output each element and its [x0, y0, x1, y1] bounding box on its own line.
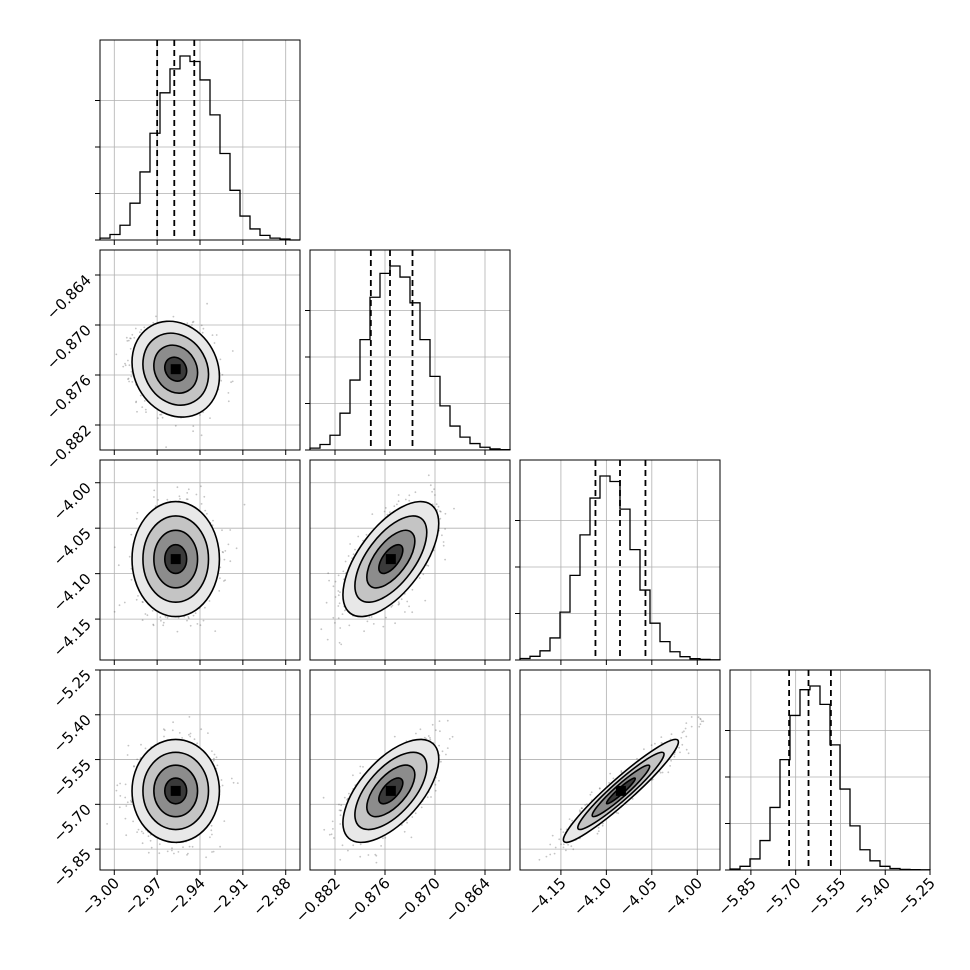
density-peak — [615, 785, 626, 796]
panel-frame — [309, 459, 511, 661]
x-tick-label: −5.40 — [849, 874, 894, 919]
x-tick-label: −0.882 — [292, 874, 344, 926]
density-peak — [170, 364, 181, 375]
x-tick-label: −5.25 — [894, 874, 939, 919]
x-tick-label: −3.00 — [78, 874, 123, 919]
x-tick-label: −2.94 — [164, 874, 209, 919]
panel-2-0: −4.15−4.10−4.05−4.00 — [50, 459, 301, 665]
x-tick-label: −4.15 — [525, 874, 570, 919]
y-tick-label: −4.05 — [50, 524, 95, 569]
panel-frame — [519, 669, 721, 871]
panel-frame — [309, 249, 511, 451]
y-tick-label: −4.00 — [50, 479, 95, 524]
panel-2-1 — [309, 459, 511, 665]
panel-1-1 — [305, 249, 511, 455]
x-tick-label: −2.97 — [121, 874, 166, 919]
x-tick-label: −4.05 — [615, 874, 660, 919]
y-tick-label: −0.864 — [43, 271, 95, 323]
panel-3-0: −3.00−2.97−2.94−2.91−2.88 −5.85−5.70−5.55… — [50, 666, 301, 919]
x-tick-label: −5.85 — [714, 874, 759, 919]
y-tick-label: −5.70 — [50, 800, 95, 845]
x-tick-label: −5.70 — [759, 874, 804, 919]
y-tick-label: −5.85 — [50, 845, 95, 890]
y-tick-label: −5.55 — [50, 756, 95, 801]
density-peak — [170, 554, 181, 565]
x-tick-label: −4.10 — [570, 874, 615, 919]
x-tick-label: −0.864 — [442, 874, 494, 926]
histogram-1 — [309, 265, 511, 451]
y-tick-label: −4.15 — [50, 615, 95, 660]
histogram-0 — [99, 55, 300, 241]
x-tick-label: −5.55 — [804, 874, 849, 919]
x-tick-label: −4.00 — [661, 874, 706, 919]
x-tick-label: −2.91 — [206, 874, 251, 919]
y-tick-label: −0.882 — [43, 421, 95, 473]
x-tick-label: −2.88 — [249, 874, 294, 919]
panel-0-0 — [95, 39, 301, 245]
panel-frame — [729, 669, 931, 871]
panel-3-1: −0.882−0.876−0.870−0.864 — [292, 669, 511, 926]
density-peak — [385, 785, 396, 796]
density-peak — [170, 785, 181, 796]
x-tick-label: −0.870 — [392, 874, 444, 926]
panel-1-0: −0.882−0.876−0.870−0.864 — [43, 249, 301, 473]
panel-3-2: −4.15 −4.10 −4.05 −4.00 — [519, 669, 721, 919]
y-tick-label: −5.40 — [50, 711, 95, 756]
panel-2-2 — [515, 459, 721, 665]
panel-frame — [519, 459, 721, 661]
x-tick-label: −0.876 — [342, 874, 394, 926]
y-tick-label: −0.870 — [43, 321, 95, 373]
panel-3-3: −5.85 −5.70 −5.55 −5.40 −5.25 — [714, 669, 939, 919]
panel-frame — [309, 669, 511, 871]
density-peak — [385, 554, 396, 565]
y-tick-label: −4.10 — [50, 570, 95, 615]
y-tick-label: −0.876 — [43, 371, 95, 423]
y-tick-label: −5.25 — [50, 666, 95, 711]
